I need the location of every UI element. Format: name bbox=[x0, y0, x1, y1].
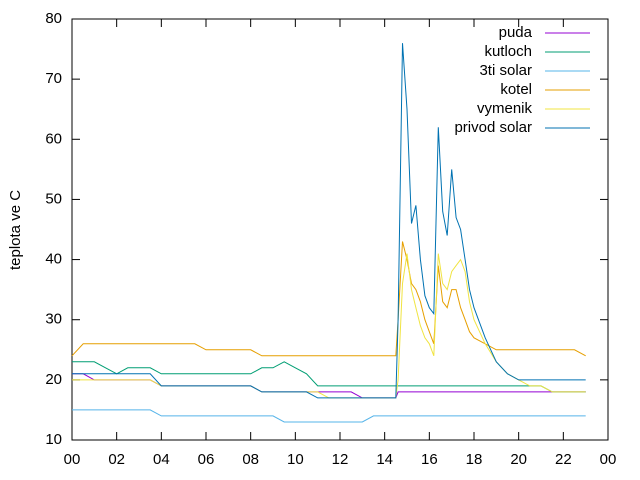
y-tick-label: 40 bbox=[45, 251, 62, 268]
x-tick-label: 10 bbox=[287, 451, 304, 468]
x-tick-label: 02 bbox=[108, 451, 125, 468]
legend-label: kutloch bbox=[484, 43, 532, 60]
plot-border bbox=[71, 18, 609, 441]
x-tick-label: 06 bbox=[198, 451, 215, 468]
series-line bbox=[72, 253, 586, 399]
y-tick-label: 80 bbox=[45, 10, 62, 27]
y-tick-label: 20 bbox=[45, 371, 62, 388]
series-line bbox=[71, 241, 586, 357]
legend-label: vymenik bbox=[477, 100, 533, 117]
legend-label: 3ti solar bbox=[479, 62, 532, 79]
x-tick-label: 08 bbox=[242, 451, 259, 468]
y-tick-label: 60 bbox=[45, 130, 62, 147]
legend-label: puda bbox=[499, 24, 533, 41]
series-line bbox=[72, 43, 586, 399]
x-tick-label: 00 bbox=[64, 451, 81, 468]
y-axis-label: teplota ve C bbox=[7, 190, 24, 270]
y-tick-label: 50 bbox=[45, 190, 62, 207]
legend-label: kotel bbox=[500, 81, 532, 98]
y-tick-label: 70 bbox=[45, 70, 62, 87]
x-tick-label: 18 bbox=[466, 451, 483, 468]
y-tick-label: 10 bbox=[45, 431, 62, 448]
x-tick-label: 20 bbox=[510, 451, 527, 468]
series-line bbox=[72, 361, 586, 393]
x-tick-label: 00 bbox=[600, 451, 617, 468]
x-tick-label: 14 bbox=[376, 451, 393, 468]
legend-label: privod solar bbox=[454, 119, 532, 136]
x-tick-label: 16 bbox=[421, 451, 438, 468]
x-tick-label: 04 bbox=[153, 451, 170, 468]
y-tick-label: 30 bbox=[45, 311, 62, 328]
x-tick-label: 12 bbox=[332, 451, 349, 468]
x-tick-label: 22 bbox=[555, 451, 572, 468]
series-line bbox=[72, 409, 586, 423]
